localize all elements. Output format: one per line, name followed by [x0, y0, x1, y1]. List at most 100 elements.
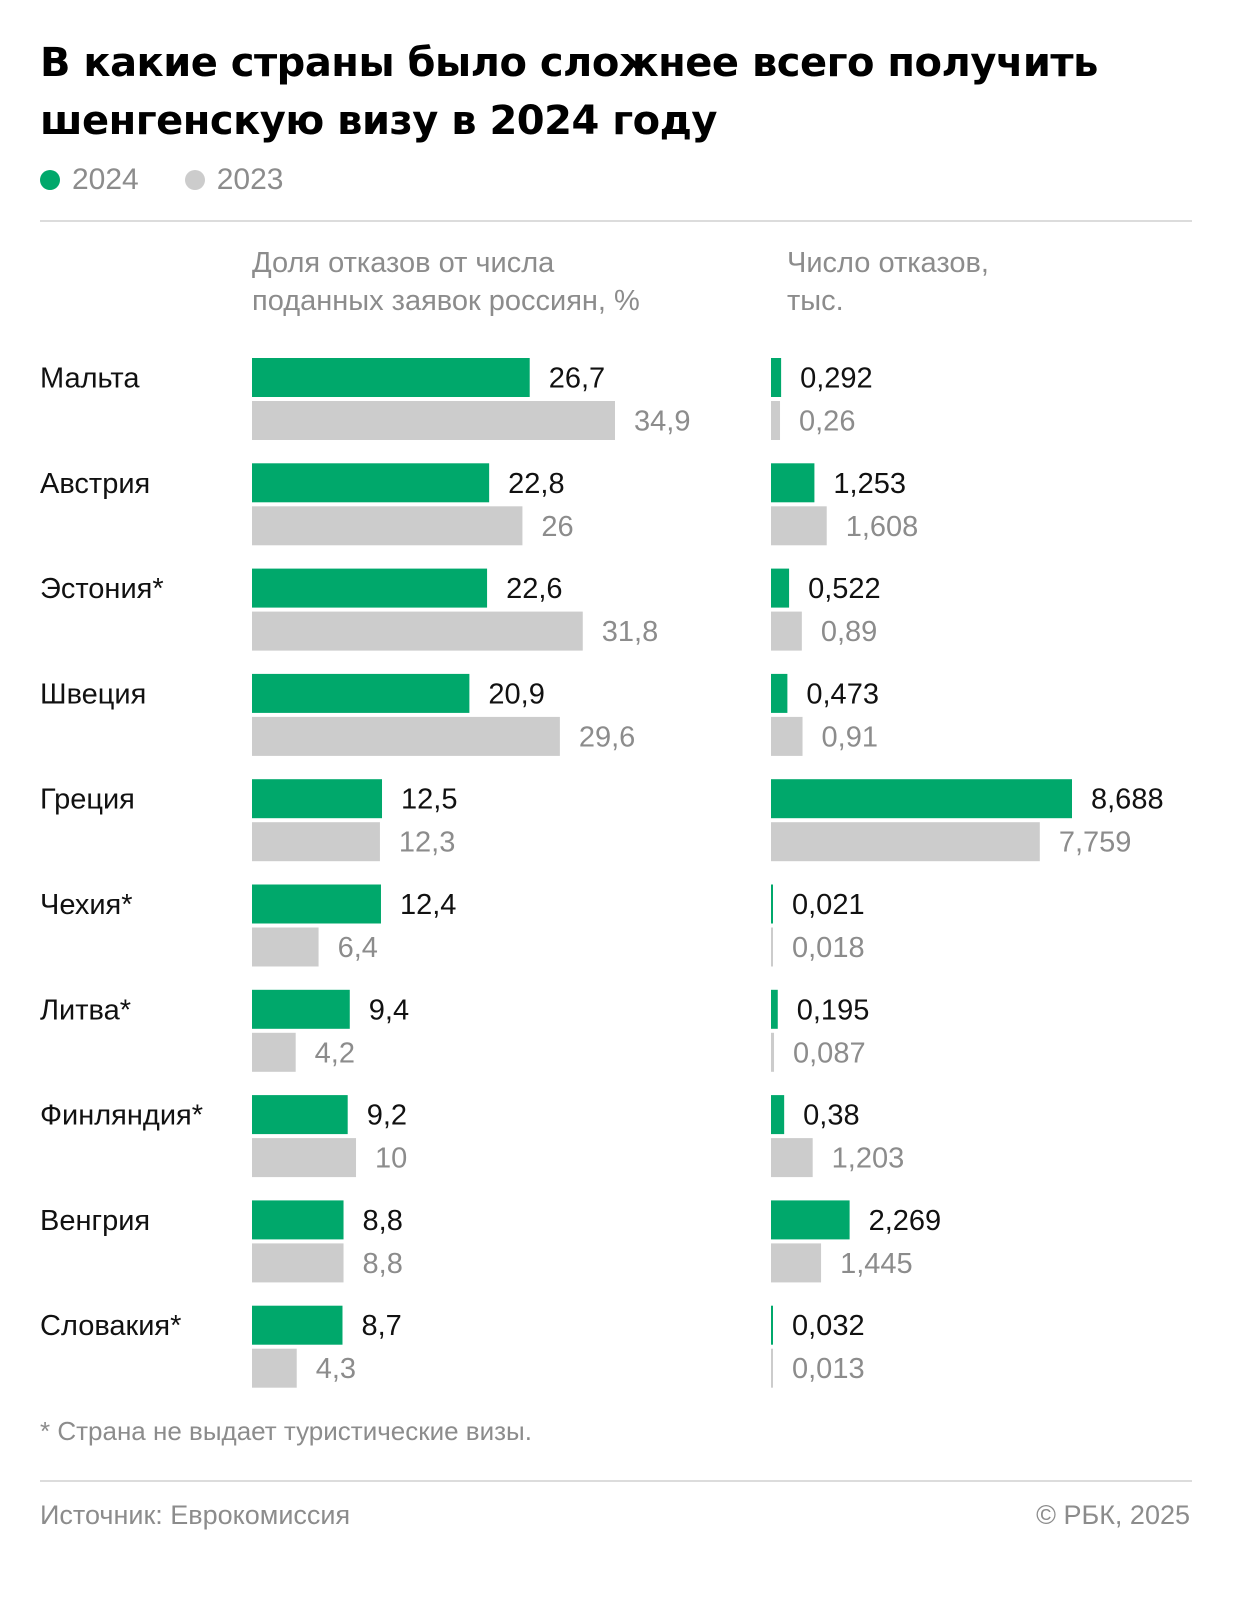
- count-bar-2023: [771, 927, 773, 967]
- count-value-label-2023: 0,018: [792, 932, 865, 964]
- count-value-label-2024: 0,522: [808, 573, 881, 605]
- footnote: * Страна не выдает туристические визы.: [40, 1416, 532, 1446]
- share-value-label-2023: 12,3: [399, 827, 455, 859]
- count-value-label-2024: 0,032: [792, 1310, 865, 1342]
- category-label: Швеция: [40, 678, 146, 710]
- category-label: Венгрия: [40, 1205, 150, 1237]
- legend-item-2024: 2024: [40, 163, 139, 197]
- count-value-label-2024: 0,021: [792, 889, 865, 921]
- share-value-label-2023: 29,6: [579, 721, 635, 753]
- bottom-divider: [40, 1480, 1192, 1482]
- legend-label-2024: 2024: [72, 163, 139, 196]
- category-label: Эстония*: [40, 573, 164, 605]
- share-value-label-2024: 12,5: [401, 784, 457, 816]
- count-bar-2024: [771, 1200, 850, 1240]
- count-bar-2023: [771, 506, 827, 546]
- count-bar-2023: [771, 1032, 775, 1072]
- share-bar-2024: [252, 1200, 344, 1240]
- share-bar-2024: [252, 989, 350, 1029]
- category-label: Литва*: [40, 994, 131, 1026]
- count-bar-2023: [771, 1348, 773, 1388]
- count-value-label-2024: 0,38: [803, 1100, 859, 1132]
- count-header-line-2: тыс.: [787, 285, 844, 317]
- share-value-label-2023: 8,8: [363, 1248, 403, 1280]
- share-bar-2024: [252, 463, 490, 503]
- count-value-label-2024: 1,253: [833, 468, 906, 500]
- count-value-label-2024: 2,269: [869, 1205, 942, 1237]
- share-bar-2024: [252, 1095, 348, 1135]
- legend-label-2023: 2023: [216, 163, 284, 196]
- share-header-line-1: Доля отказов от числа: [252, 247, 555, 279]
- share-bar-2023: [252, 1032, 296, 1072]
- count-value-label-2024: 0,292: [800, 363, 873, 395]
- share-bar-2023: [252, 822, 380, 862]
- category-label: Греция: [40, 784, 135, 816]
- share-value-label-2023: 26: [541, 511, 573, 543]
- legend-dot-2024: [40, 170, 60, 190]
- count-value-label-2023: 0,013: [792, 1353, 865, 1385]
- count-value-label-2023: 0,91: [822, 721, 878, 753]
- category-label: Финляндия*: [40, 1100, 203, 1132]
- count-bar-2024: [771, 989, 778, 1029]
- count-bar-2024: [771, 779, 1072, 819]
- copyright: © РБК, 2025: [1036, 1500, 1190, 1530]
- count-value-label-2023: 0,26: [799, 406, 855, 438]
- count-value-label-2024: 8,688: [1091, 784, 1164, 816]
- count-value-label-2023: 1,608: [846, 511, 919, 543]
- chart-title: В какие страны было сложнее всего получи…: [40, 34, 1200, 150]
- count-value-label-2024: 0,473: [806, 678, 879, 710]
- share-column-header: Доля отказов от числа поданных заявок ро…: [252, 244, 640, 320]
- share-value-label-2024: 26,7: [549, 363, 605, 395]
- share-bar-2024: [252, 568, 488, 608]
- source-note: Источник: Еврокомиссия: [40, 1500, 351, 1530]
- category-label: Мальта: [40, 363, 140, 395]
- legend-dot-2023: [184, 170, 205, 190]
- share-bar-2023: [252, 611, 583, 651]
- share-value-label-2024: 22,6: [506, 573, 562, 605]
- count-bar-2023: [771, 611, 802, 651]
- count-bar-2024: [771, 463, 815, 503]
- share-value-label-2024: 20,9: [488, 678, 544, 710]
- share-value-label-2024: 12,4: [400, 889, 456, 921]
- count-header-line-1: Число отказов,: [787, 247, 989, 279]
- share-bar-2023: [252, 1138, 357, 1178]
- share-value-label-2023: 31,8: [602, 616, 658, 648]
- count-bar-2024: [771, 568, 790, 608]
- share-value-label-2024: 9,2: [367, 1100, 407, 1132]
- share-header-line-2: поданных заявок россиян, %: [252, 285, 640, 317]
- count-column-header: Число отказов, тыс.: [787, 244, 989, 320]
- share-value-label-2024: 8,7: [361, 1310, 401, 1342]
- share-value-label-2023: 4,3: [316, 1353, 356, 1385]
- share-bar-2024: [252, 358, 530, 397]
- share-value-label-2024: 22,8: [508, 468, 564, 500]
- category-label: Словакия*: [40, 1310, 181, 1342]
- count-value-label-2023: 1,445: [840, 1248, 913, 1280]
- top-divider: [40, 220, 1192, 222]
- legend-item-2023: 2023: [184, 163, 284, 197]
- count-bar-2023: [771, 1138, 813, 1178]
- legend: 2024 2023: [40, 160, 330, 200]
- count-bar-2023: [771, 716, 803, 756]
- title-line-1: В какие страны было сложнее всего получи…: [40, 40, 1098, 86]
- share-bar-2024: [252, 779, 383, 819]
- count-bar-2024: [771, 884, 773, 924]
- count-value-label-2023: 1,203: [832, 1143, 905, 1175]
- count-bar-2024: [771, 358, 782, 397]
- count-value-label-2024: 0,195: [797, 994, 870, 1026]
- title-line-2: шенгенскую визу в 2024 году: [40, 98, 718, 144]
- count-value-label-2023: 7,759: [1059, 827, 1132, 859]
- count-bar-2024: [771, 673, 788, 713]
- share-value-label-2024: 9,4: [369, 994, 409, 1026]
- category-label: Чехия*: [40, 889, 133, 921]
- count-bar-2023: [771, 401, 781, 440]
- share-value-label-2023: 10: [375, 1143, 407, 1175]
- share-value-label-2024: 8,8: [363, 1205, 403, 1237]
- share-bar-2023: [252, 1243, 344, 1283]
- count-value-label-2023: 0,89: [821, 616, 877, 648]
- share-bar-2023: [252, 401, 615, 440]
- share-bar-2023: [252, 1348, 297, 1388]
- count-bar-2023: [771, 1243, 822, 1283]
- share-value-label-2023: 6,4: [338, 932, 378, 964]
- share-bar-2023: [252, 927, 319, 967]
- count-bar-2023: [771, 822, 1040, 862]
